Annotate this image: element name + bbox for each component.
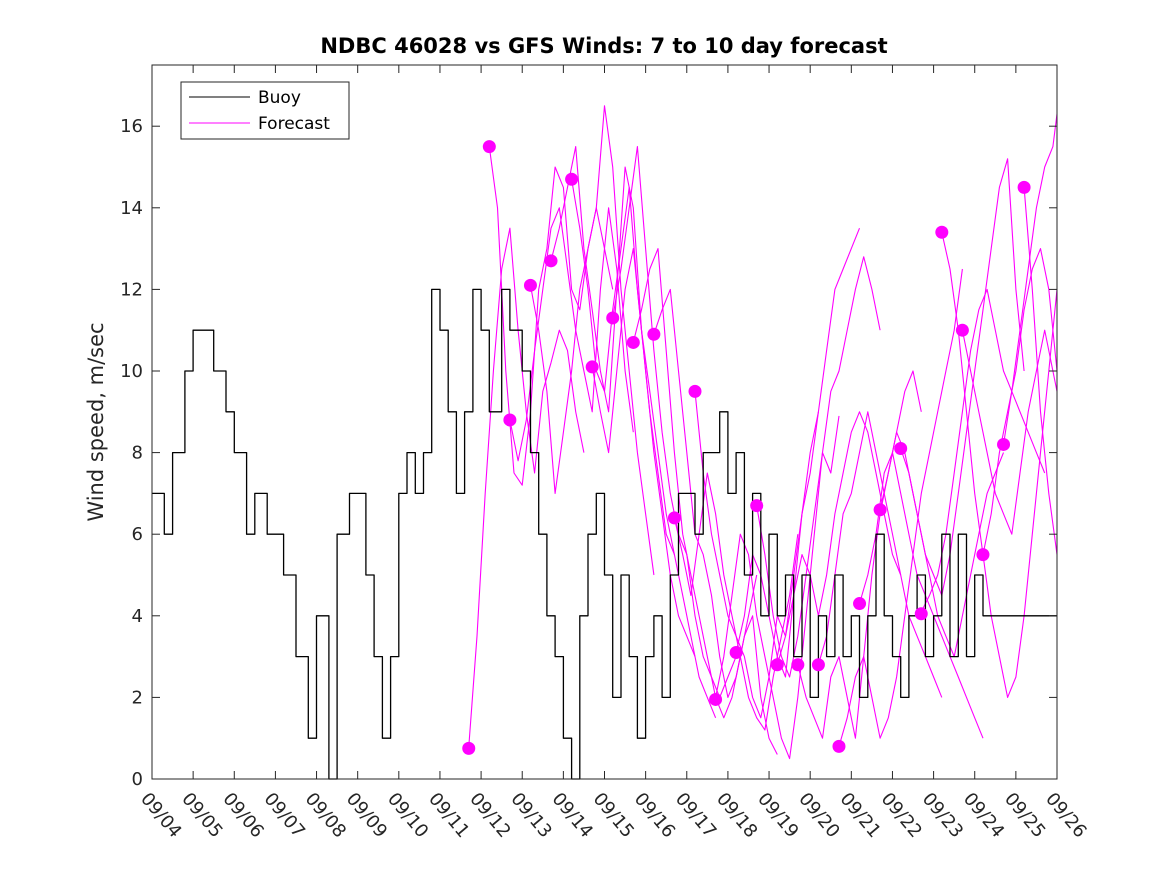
- forecast-series-line-12: [694, 391, 819, 719]
- legend-buoy-label: Buoy: [258, 88, 301, 108]
- forecast-marker: [894, 442, 908, 456]
- forecast-series-line-25: [961, 329, 1058, 535]
- forecast-marker-group: [462, 140, 1031, 755]
- forecast-marker: [606, 311, 620, 325]
- forecast-series-line-22: [900, 158, 1025, 596]
- forecast-marker: [523, 278, 537, 292]
- y-tick-label: 16: [120, 116, 143, 137]
- forecast-series-line-13: [715, 415, 840, 760]
- y-tick-label: 14: [120, 198, 143, 219]
- forecast-series-line-28: [1023, 187, 1058, 555]
- forecast-marker: [503, 413, 517, 427]
- y-tick-label: 6: [132, 524, 143, 545]
- forecast-marker: [750, 499, 764, 513]
- y-tick-label: 10: [120, 361, 143, 382]
- forecast-series-line-26: [982, 248, 1058, 555]
- forecast-series-line-14: [735, 227, 861, 678]
- y-axis-label: Wind speed, m/sec: [84, 322, 108, 521]
- forecast-series-line-18: [817, 411, 943, 698]
- forecast-marker: [647, 327, 661, 341]
- forecast-marker: [544, 254, 558, 268]
- forecast-series-line-5: [550, 146, 675, 555]
- forecast-series-line-7: [591, 248, 717, 719]
- forecast-series-line-16: [776, 411, 902, 665]
- forecast-marker: [873, 503, 887, 517]
- forecast-marker: [914, 607, 928, 621]
- y-tick-label: 4: [132, 606, 143, 627]
- forecast-marker: [709, 692, 723, 706]
- y-tick-label: 12: [120, 279, 143, 300]
- forecast-series-line-10: [653, 288, 778, 755]
- forecast-series-line-6: [571, 179, 696, 657]
- y-axis: 0 2 4 6 8 10 12 14 16: [120, 116, 1057, 790]
- forecast-marker: [770, 658, 784, 672]
- legend: Buoy Forecast: [180, 81, 350, 140]
- y-tick-label: 0: [132, 769, 143, 790]
- legend-forecast-label: Forecast: [258, 114, 330, 134]
- y-tick-label: 8: [132, 443, 143, 464]
- chart-title: NDBC 46028 vs GFS Winds: 7 to 10 day for…: [320, 34, 887, 58]
- forecast-series-line-24: [941, 232, 1058, 698]
- forecast-marker: [791, 658, 805, 672]
- forecast-marker: [935, 225, 949, 239]
- forecast-marker: [811, 658, 825, 672]
- forecast-marker: [1017, 180, 1031, 194]
- forecast-marker: [853, 597, 867, 611]
- forecast-marker: [565, 172, 579, 186]
- forecast-marker: [667, 511, 681, 525]
- forecast-marker: [997, 437, 1011, 451]
- forecast-marker: [688, 384, 702, 398]
- forecast-marker: [482, 140, 496, 154]
- forecast-marker: [976, 548, 990, 562]
- forecast-marker: [729, 646, 743, 660]
- forecast-series-line-27: [1002, 113, 1058, 445]
- forecast-series-line-1: [468, 227, 585, 747]
- forecast-marker: [955, 323, 969, 337]
- forecast-marker: [462, 741, 476, 755]
- forecast-marker: [832, 739, 846, 753]
- plot-area: [152, 65, 1057, 779]
- forecast-marker: [626, 335, 640, 349]
- forecast-series-line-15: [756, 256, 881, 678]
- legend-box: [180, 81, 350, 140]
- forecast-marker: [585, 360, 599, 374]
- y-tick-label: 2: [132, 687, 143, 708]
- forecast-series-line-4: [529, 105, 655, 576]
